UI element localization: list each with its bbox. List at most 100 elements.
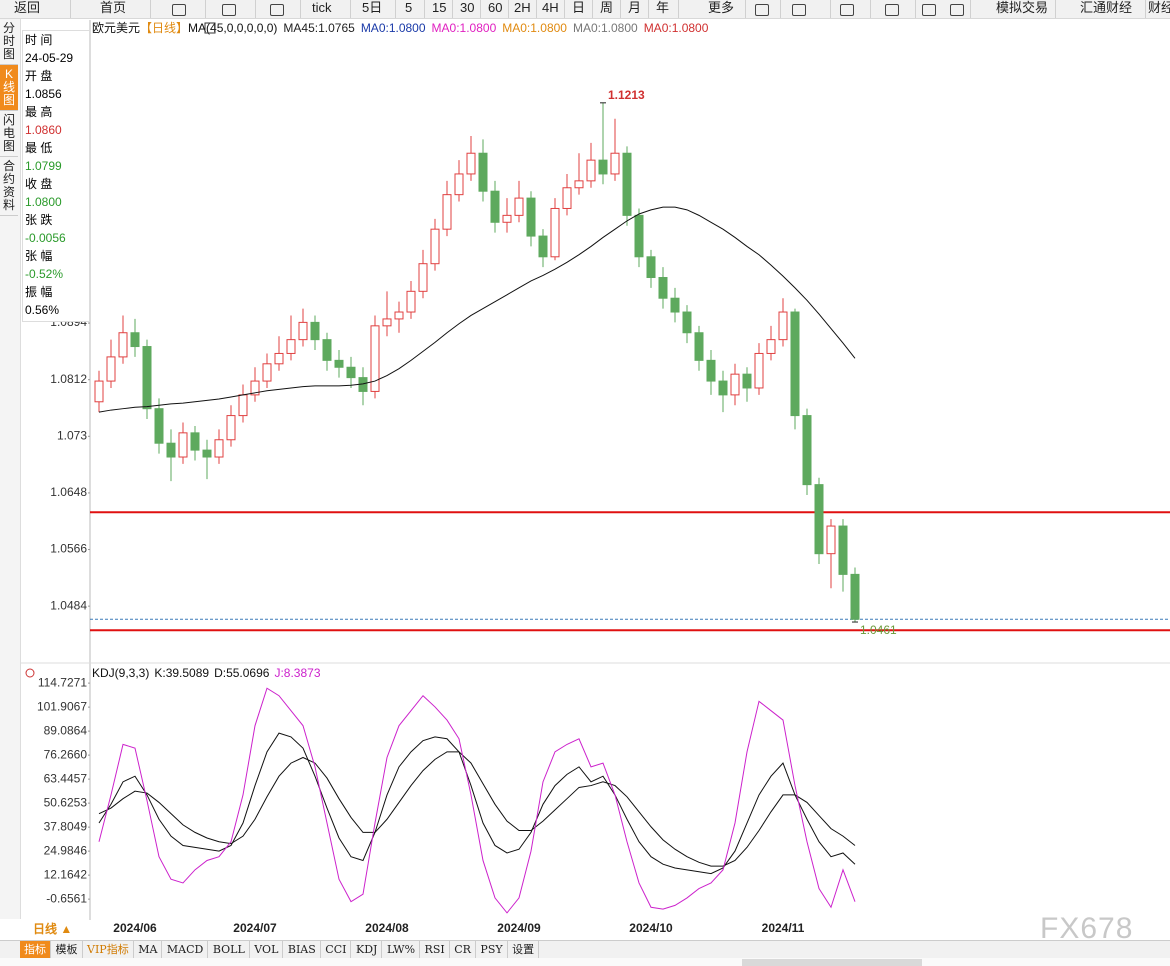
- info-value: -0.0056: [25, 231, 66, 245]
- indicator-tab[interactable]: BOLL: [209, 941, 250, 959]
- indicator-tab[interactable]: MACD: [163, 941, 209, 959]
- separator: [970, 0, 971, 18]
- info-value: 1.0856: [25, 87, 62, 101]
- x-tick-label: 2024/07: [233, 921, 277, 935]
- separator: [300, 0, 301, 18]
- candle-body: [574, 180, 584, 189]
- candle-body: [226, 415, 236, 441]
- candle-body: [166, 442, 176, 458]
- toolbar-button[interactable]: 5日: [362, 0, 383, 15]
- indicator-tab[interactable]: 设置: [508, 941, 540, 959]
- indicator-tab[interactable]: RSI: [421, 941, 450, 959]
- side-tab[interactable]: 分时图: [0, 19, 18, 65]
- indicator-tab[interactable]: 指标: [20, 941, 51, 959]
- toolbar-button[interactable]: 月: [628, 0, 642, 15]
- legend-item: D:55.0696: [214, 666, 270, 680]
- separator: [745, 0, 746, 18]
- candle-body: [202, 449, 212, 458]
- toolbar-button[interactable]: 日: [572, 0, 586, 15]
- side-tab[interactable]: 闪电图: [0, 111, 18, 157]
- legend-item: K:39.5089: [154, 666, 209, 680]
- scroll-thumb[interactable]: [742, 959, 922, 966]
- toolbar-button[interactable]: 首页: [100, 0, 127, 15]
- separator: [564, 0, 565, 18]
- indicator-tab[interactable]: 模板: [52, 941, 83, 959]
- candle-body: [454, 173, 464, 196]
- kdj-line: [98, 751, 856, 867]
- candle-body: [430, 228, 440, 265]
- toolbar-button[interactable]: tick: [312, 0, 332, 15]
- side-tab[interactable]: K线图: [0, 65, 18, 111]
- indicator-tab[interactable]: MA: [134, 941, 163, 959]
- legend-item: MA45:1.0765: [283, 21, 355, 35]
- toolbar-button[interactable]: 15: [432, 0, 447, 15]
- indicator-tab[interactable]: KDJ: [352, 941, 383, 959]
- separator: [424, 0, 425, 18]
- toolbar-button[interactable]: 年: [656, 0, 670, 15]
- settings-icon: [25, 668, 35, 678]
- candle-body: [214, 439, 224, 458]
- indicator-tab[interactable]: PSY: [476, 941, 508, 959]
- toolbar-button[interactable]: 更多: [708, 0, 735, 15]
- indicator-tab[interactable]: BIAS: [284, 941, 321, 959]
- candle-body: [802, 415, 812, 486]
- candle-body: [718, 380, 728, 396]
- separator: [1145, 0, 1146, 18]
- x-tick-label: 2024/08: [365, 921, 409, 935]
- side-tab[interactable]: 合约资料: [0, 157, 18, 216]
- indicator-tab[interactable]: VIP指标: [83, 941, 134, 959]
- indicator-tab[interactable]: VOL: [250, 941, 284, 959]
- info-label: 最 高: [25, 105, 53, 119]
- y-tick-label: 1.0484: [50, 598, 87, 612]
- toolbar-button[interactable]: 2H: [514, 0, 531, 15]
- info-label: 时 间: [25, 33, 53, 47]
- candle-body: [178, 432, 188, 458]
- candle-body: [766, 339, 776, 354]
- y-tick-label: 1.073: [57, 428, 87, 442]
- indicator-tab[interactable]: LW%: [383, 941, 421, 959]
- separator: [648, 0, 649, 18]
- toolbar-button[interactable]: 模拟交易: [996, 0, 1049, 15]
- candle-body: [586, 159, 596, 182]
- indicator-tab[interactable]: CR: [450, 941, 476, 959]
- info-value: 1.0800: [25, 195, 62, 209]
- y-tick-label: 114.7271: [38, 675, 87, 689]
- sidebar: 分时图 K线图 闪电图 合约资料: [0, 19, 21, 919]
- candle-body: [334, 359, 344, 368]
- chart-title: 欧元美元: [92, 21, 140, 35]
- kdj-title: KDJ(9,3,3): [92, 666, 149, 680]
- toolbar-icon[interactable]: [922, 4, 936, 16]
- candle-body: [418, 263, 428, 292]
- toolbar-icon[interactable]: [840, 4, 854, 16]
- y-tick-label: 12.1642: [44, 867, 88, 881]
- toolbar-icon[interactable]: [270, 4, 284, 16]
- toolbar-button[interactable]: 返回: [14, 0, 41, 15]
- toolbar-button[interactable]: 财经: [1148, 0, 1170, 15]
- separator: [678, 0, 679, 18]
- separator: [830, 0, 831, 18]
- candle-body: [682, 311, 692, 334]
- toolbar-button[interactable]: 周: [600, 0, 614, 15]
- toolbar-button[interactable]: 汇通财经: [1080, 0, 1133, 15]
- candle-body: [550, 207, 560, 258]
- toolbar-icon[interactable]: [950, 4, 964, 16]
- toolbar-icon[interactable]: [222, 4, 236, 16]
- indicator-tab[interactable]: CCI: [321, 941, 352, 959]
- x-tick-label: 2024/11: [762, 921, 805, 935]
- toolbar-icon[interactable]: [792, 4, 806, 16]
- toolbar-icon[interactable]: [172, 4, 186, 16]
- watermark: FX678: [1040, 912, 1134, 945]
- separator: [915, 0, 916, 18]
- scrollbar: [0, 958, 1170, 966]
- toolbar-button[interactable]: 60: [488, 0, 503, 15]
- toolbar-button[interactable]: 4H: [542, 0, 559, 15]
- separator: [70, 0, 71, 18]
- toolbar-icon[interactable]: [755, 4, 769, 16]
- candle-body: [562, 187, 572, 209]
- toolbar-button[interactable]: 5: [405, 0, 413, 15]
- candle-body: [502, 214, 512, 223]
- toolbar-button[interactable]: 30: [460, 0, 475, 15]
- toolbar-icon[interactable]: [885, 4, 899, 16]
